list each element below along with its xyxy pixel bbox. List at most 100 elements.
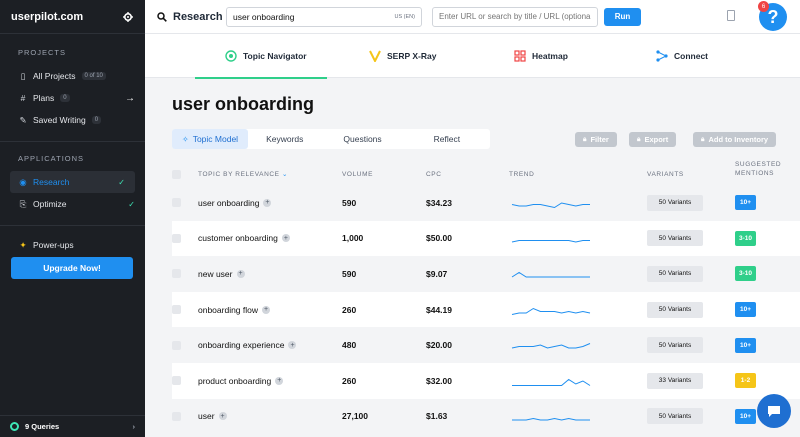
- row-checkbox[interactable]: [172, 340, 181, 350]
- col-volume[interactable]: VOLUME: [342, 170, 374, 178]
- table-row[interactable]: user +27,100 $1.63 50 Variants 10+: [172, 399, 800, 435]
- sidebar-item-label: Power-ups: [33, 240, 74, 250]
- tab-reflect[interactable]: Reflect: [433, 134, 461, 144]
- variants-button[interactable]: 50 Variants: [647, 230, 703, 247]
- topic-cell[interactable]: onboarding experience +: [198, 340, 297, 350]
- topic-label: user: [198, 411, 215, 422]
- table-row[interactable]: new user +590 $9.07 50 Variants 3-10: [172, 256, 800, 292]
- select-all-checkbox[interactable]: [172, 169, 181, 179]
- tab-label: Topic Model: [192, 134, 239, 144]
- tab-label: SERP X-Ray: [387, 51, 437, 61]
- tab-questions[interactable]: Questions: [343, 134, 382, 144]
- table-row[interactable]: onboarding flow +260 $44.19 50 Variants 10+: [172, 291, 800, 328]
- volume-cell: 1,000: [342, 233, 364, 244]
- document-icon[interactable]: [727, 10, 735, 21]
- cpc-cell: $1.63: [426, 411, 448, 422]
- filter-button[interactable]: 🔒︎ Filter: [575, 132, 617, 147]
- tab-serp-xray[interactable]: SERP X-Ray: [369, 34, 436, 78]
- volume-cell: 260: [342, 375, 357, 386]
- locale-selector[interactable]: US (EN): [394, 13, 415, 20]
- sidebar-item-powerups[interactable]: ✦ Power-ups: [0, 234, 145, 256]
- xray-icon: [369, 50, 381, 62]
- keyword-value: user onboarding: [233, 11, 295, 22]
- variants-button[interactable]: 50 Variants: [647, 265, 703, 282]
- col-cpc[interactable]: CPC: [426, 170, 442, 178]
- topic-cell[interactable]: user +: [198, 411, 227, 421]
- sidebar-item-saved-writing[interactable]: ✎ Saved Writing 0: [0, 109, 145, 131]
- row-checkbox[interactable]: [172, 269, 181, 279]
- tab-topic-model[interactable]: ✧ Topic Model: [172, 129, 249, 149]
- upgrade-button[interactable]: Upgrade Now!: [11, 257, 133, 279]
- notification-badge[interactable]: 6: [758, 1, 769, 12]
- topic-cell[interactable]: user onboarding +: [198, 198, 272, 208]
- trend-sparkline: [511, 307, 591, 315]
- mentions-badge: 10+: [735, 337, 756, 353]
- sidebar-item-research[interactable]: ◉ Research ✓: [10, 171, 135, 193]
- volume-cell: 27,100: [342, 411, 368, 422]
- folder-icon: ▯: [20, 70, 26, 81]
- table-row[interactable]: customer onboarding +1,000 $50.00 50 Varian…: [172, 220, 800, 257]
- tool-navigation: Topic Navigator SERP X-Ray Heatmap Conne…: [145, 34, 800, 79]
- sidebar-item-optimize[interactable]: ⎘ Optimize ✓: [0, 193, 145, 215]
- row-checkbox[interactable]: [172, 233, 181, 243]
- cpc-cell: $9.07: [426, 268, 448, 279]
- page-title: user onboarding: [172, 94, 315, 114]
- chat-icon: [768, 405, 780, 417]
- plus-icon[interactable]: +: [281, 234, 290, 243]
- url-input[interactable]: [432, 6, 598, 27]
- topic-cell[interactable]: onboarding flow +: [198, 304, 271, 315]
- tab-keywords[interactable]: Keywords: [266, 134, 304, 144]
- export-button[interactable]: 🔒︎ Export: [629, 132, 677, 147]
- arrow-right-icon[interactable]: →: [125, 92, 135, 104]
- tab-topic-navigator[interactable]: Topic Navigator: [195, 34, 327, 79]
- sparkle-icon: ✧: [182, 134, 189, 144]
- trend-sparkline: [511, 239, 590, 243]
- table-row[interactable]: onboarding experience +480 $20.00 50 Varian…: [172, 327, 800, 363]
- plus-icon[interactable]: +: [275, 376, 284, 385]
- row-checkbox[interactable]: [172, 376, 181, 386]
- applications-heading: APPLICATIONS: [18, 154, 85, 163]
- chat-button[interactable]: [757, 394, 791, 428]
- variants-button[interactable]: 50 Variants: [647, 194, 703, 211]
- sidebar-header: userpilot.com: [0, 0, 145, 34]
- tab-label: Topic Navigator: [243, 51, 307, 61]
- trend-sparkline: [512, 378, 591, 386]
- run-button[interactable]: Run: [604, 7, 641, 26]
- topic-cell[interactable]: product onboarding +: [198, 375, 284, 386]
- col-topic[interactable]: TOPIC BY RELEVANCE ⌄: [198, 170, 288, 178]
- topic-label: product onboarding: [198, 375, 272, 386]
- topic-cell[interactable]: new user +: [198, 269, 245, 279]
- queries-footer[interactable]: 9 Queries ›: [0, 415, 145, 437]
- tab-connect[interactable]: Connect: [656, 34, 708, 78]
- header-label: MENTIONS: [735, 170, 775, 177]
- variants-button[interactable]: 50 Variants: [647, 408, 703, 425]
- gear-icon[interactable]: [123, 11, 133, 22]
- plus-icon[interactable]: +: [288, 341, 297, 350]
- variants-button[interactable]: 33 Variants: [647, 372, 703, 389]
- col-mentions: SUGGESTED MENTIONS: [735, 160, 781, 178]
- button-label: Add to Inventory: [708, 135, 769, 144]
- plus-icon[interactable]: +: [263, 198, 272, 207]
- sidebar-item-plans[interactable]: # Plans 0 →: [0, 87, 145, 109]
- plus-icon[interactable]: +: [236, 269, 245, 278]
- sidebar-item-all-projects[interactable]: ▯ All Projects 0 of 10: [0, 65, 145, 87]
- table-row[interactable]: product onboarding +260 $32.00 33 Variants 1…: [172, 363, 800, 399]
- hash-icon: #: [20, 93, 26, 103]
- topic-cell[interactable]: customer onboarding +: [198, 233, 290, 243]
- trend-sparkline: [511, 202, 590, 209]
- keyword-input[interactable]: user onboarding US (EN): [226, 6, 422, 27]
- plus-icon[interactable]: +: [218, 412, 227, 421]
- row-checkbox[interactable]: [172, 198, 181, 208]
- row-checkbox[interactable]: [172, 411, 181, 421]
- table-row[interactable]: user onboarding +590 $34.23 50 Variants 10+: [172, 185, 800, 221]
- row-checkbox[interactable]: [172, 305, 181, 315]
- plus-icon[interactable]: +: [262, 305, 271, 314]
- check-icon: ✓: [118, 177, 125, 187]
- add-to-inventory-button[interactable]: 🔒︎ Add to Inventory: [693, 132, 777, 147]
- tab-heatmap[interactable]: Heatmap: [514, 34, 568, 78]
- variants-button[interactable]: 50 Variants: [647, 301, 703, 318]
- variants-button[interactable]: 50 Variants: [647, 337, 703, 354]
- topic-label: onboarding flow: [198, 304, 259, 315]
- sidebar-item-label: All Projects: [33, 71, 76, 81]
- trend-sparkline: [511, 272, 590, 278]
